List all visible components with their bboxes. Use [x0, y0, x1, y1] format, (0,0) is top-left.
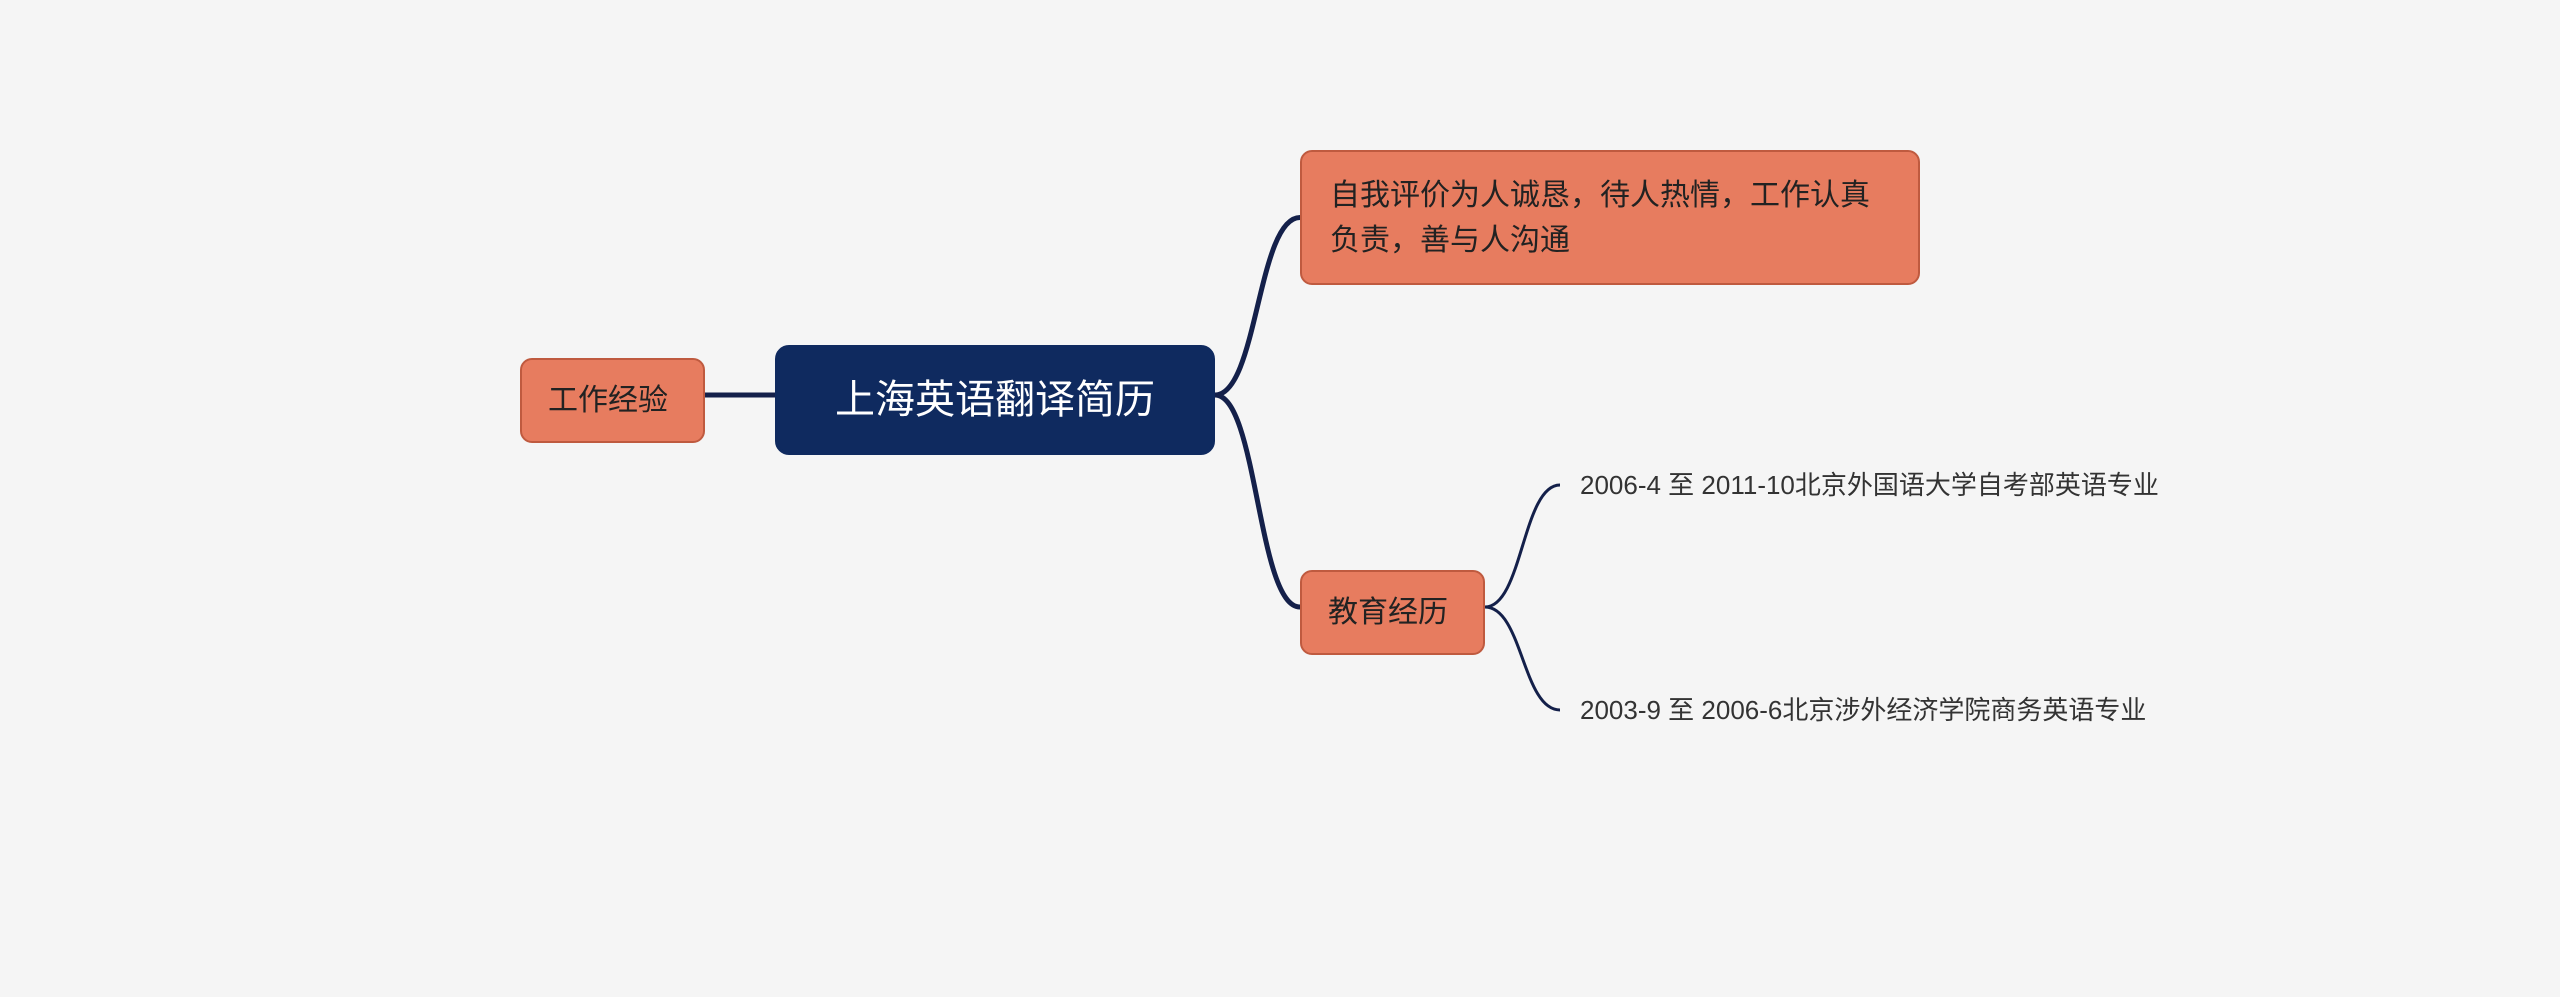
root-label: 上海英语翻译简历 [835, 370, 1155, 430]
root-node[interactable]: 上海英语翻译简历 [775, 345, 1215, 455]
leaf-label: 2006-4 至 2011-10北京外国语大学自考部英语专业 [1580, 466, 2159, 505]
mindmap-canvas: 上海英语翻译简历 工作经验 自我评价为人诚恳，待人热情，工作认真负责，善与人沟通… [0, 0, 2560, 997]
leaf-education-item[interactable]: 2006-4 至 2011-10北京外国语大学自考部英语专业 [1560, 435, 2180, 535]
leaf-label: 2003-9 至 2006-6北京涉外经济学院商务英语专业 [1580, 691, 2146, 730]
branch-label: 教育经历 [1328, 590, 1448, 635]
branch-education[interactable]: 教育经历 [1300, 570, 1485, 655]
branch-label: 自我评价为人诚恳，待人热情，工作认真负责，善与人沟通 [1330, 173, 1890, 263]
branch-label: 工作经验 [548, 378, 668, 423]
branch-work-experience[interactable]: 工作经验 [520, 358, 705, 443]
branch-self-evaluation[interactable]: 自我评价为人诚恳，待人热情，工作认真负责，善与人沟通 [1300, 150, 1920, 285]
leaf-education-item[interactable]: 2003-9 至 2006-6北京涉外经济学院商务英语专业 [1560, 660, 2180, 760]
